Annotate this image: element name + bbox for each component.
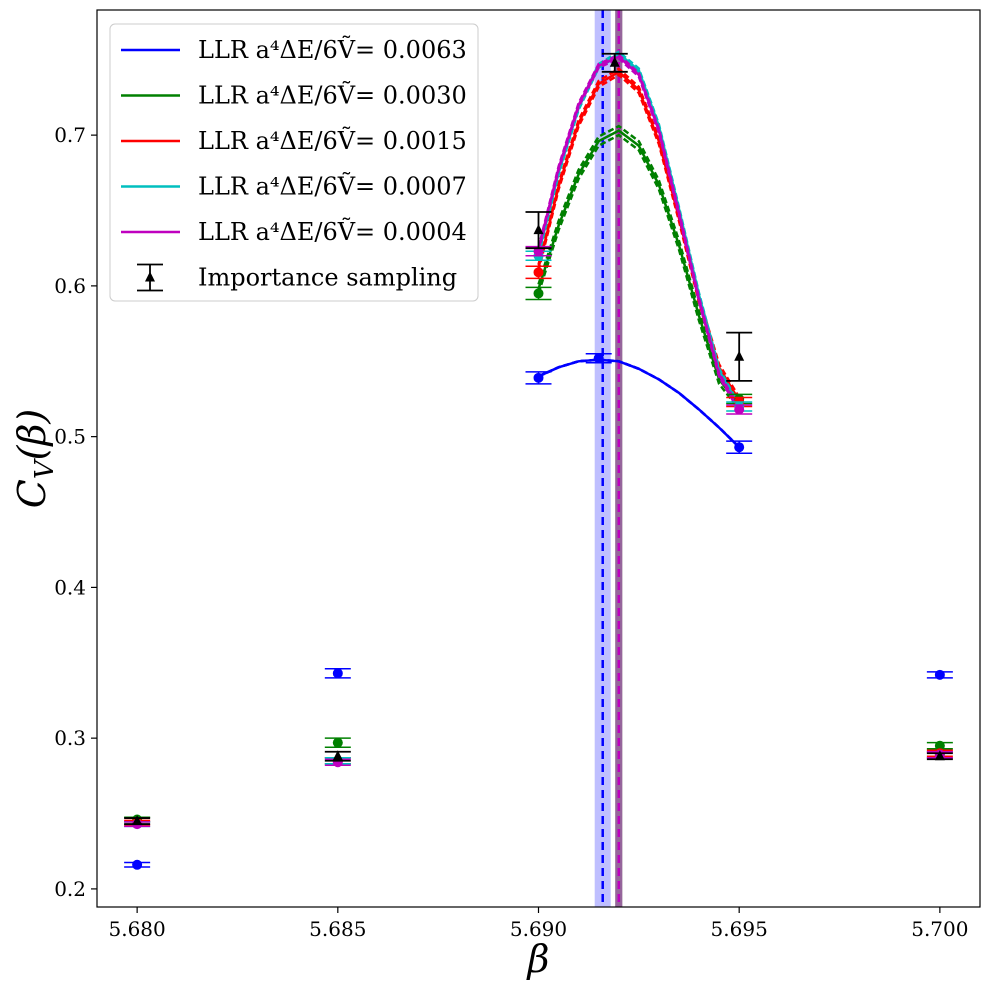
point-0-0 <box>132 859 143 870</box>
is-marker-1 <box>332 750 343 761</box>
legend-label-5: Importance sampling <box>198 264 457 292</box>
x-tick-label-3: 5.695 <box>711 917 768 941</box>
is-marker-5 <box>934 750 945 761</box>
y-tick-label-3: 0.5 <box>54 425 86 449</box>
point-1-1 <box>332 737 343 748</box>
curve-lower-4 <box>537 57 741 412</box>
y-tick-label-0: 0.2 <box>54 877 86 901</box>
point-4-3 <box>734 404 745 415</box>
point-0-2 <box>533 372 544 383</box>
point-0-5 <box>934 669 945 680</box>
peak-bands <box>594 10 623 907</box>
x-tick-label-0: 5.680 <box>109 917 166 941</box>
legend-label-2: LLR a⁴ΔE/6Ṽ= 0.0015 <box>198 125 467 155</box>
legend-label-4: LLR a⁴ΔE/6Ṽ= 0.0004 <box>198 216 467 246</box>
data-points <box>124 52 953 870</box>
legend-label-0: LLR a⁴ΔE/6Ṽ= 0.0063 <box>198 34 467 64</box>
curve-0 <box>537 358 741 449</box>
point-0-3 <box>593 353 604 364</box>
legend-swatch-marker-5 <box>145 271 155 282</box>
is-marker-2 <box>533 224 544 235</box>
y-tick-label-4: 0.6 <box>54 274 86 298</box>
y-tick-label-5: 0.7 <box>54 123 86 147</box>
is-marker-0 <box>132 815 143 826</box>
legend-label-1: LLR a⁴ΔE/6Ṽ= 0.0030 <box>198 80 467 110</box>
curve-upper-0 <box>537 358 741 448</box>
x-tick-label-1: 5.685 <box>309 917 366 941</box>
curve-lower-1 <box>537 133 741 411</box>
point-0-4 <box>734 442 745 453</box>
curve-4 <box>537 55 741 411</box>
legend: LLR a⁴ΔE/6Ṽ= 0.0063 LLR a⁴ΔE/6Ṽ= 0.0030 LL… <box>109 23 479 302</box>
axis-ticks: 5.680 5.685 5.690 5.695 5.700 0.2 0.3 0.4 0.5 0.6… <box>54 123 968 941</box>
x-tick-label-2: 5.690 <box>510 917 567 941</box>
legend-box <box>109 23 479 302</box>
x-tick-label-4: 5.700 <box>911 917 968 941</box>
point-1-4 <box>934 740 945 751</box>
is-marker-3 <box>609 56 620 67</box>
y-axis-label: CV(β) <box>10 409 60 508</box>
y-tick-label-2: 0.4 <box>54 575 86 599</box>
x-axis-label: β <box>526 937 550 981</box>
y-tick-label-1: 0.3 <box>54 726 86 750</box>
point-0-1 <box>332 668 343 679</box>
curve-1 <box>537 129 741 406</box>
point-1-2 <box>533 288 544 299</box>
is-marker-4 <box>734 350 745 361</box>
point-2-2 <box>533 267 544 278</box>
legend-label-3: LLR a⁴ΔE/6Ṽ= 0.0007 <box>198 171 467 201</box>
curves <box>537 50 741 449</box>
curve-upper-1 <box>537 124 741 402</box>
curve-lower-0 <box>537 358 741 449</box>
